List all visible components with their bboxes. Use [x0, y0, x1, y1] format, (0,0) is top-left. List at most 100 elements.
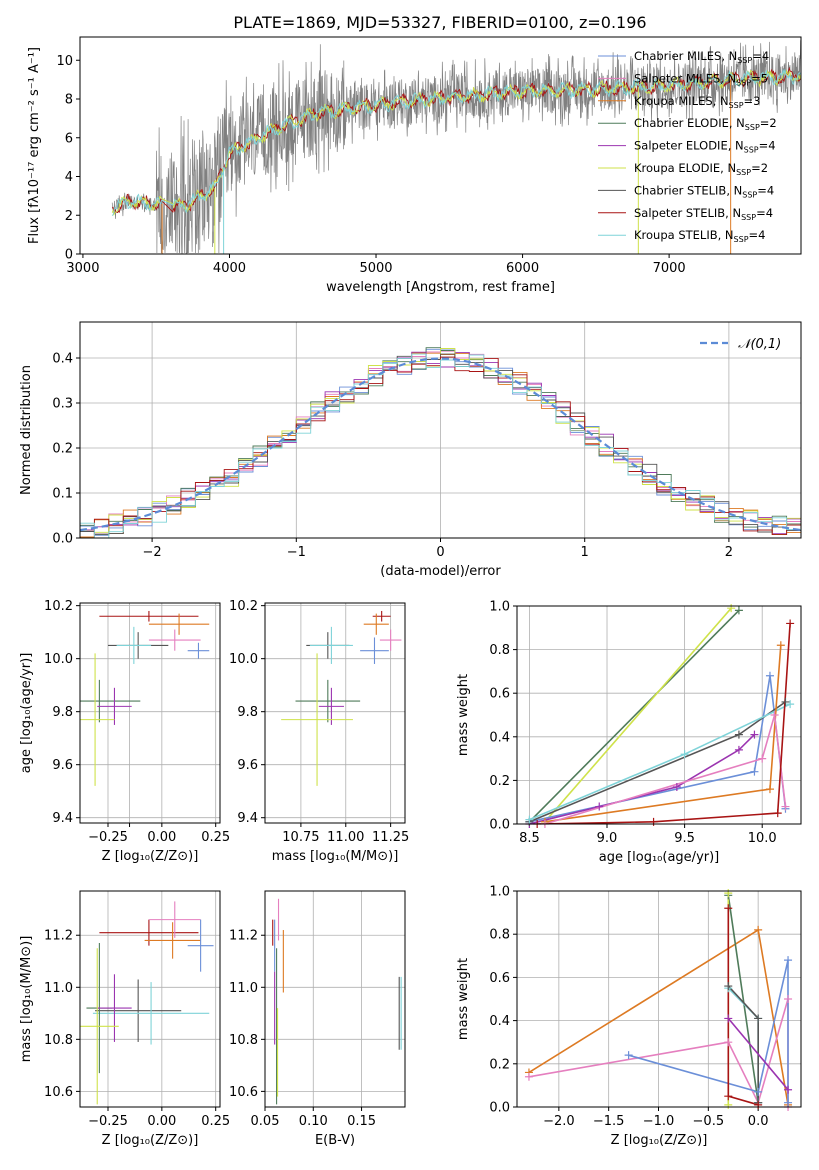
mass-vs-EBV-plot-area [265, 891, 405, 1107]
axes-frame [264, 602, 406, 824]
weight-marker [734, 606, 743, 615]
x-tick-label: −0.25 [88, 830, 128, 845]
y-tick-label: 10.2 [44, 599, 73, 614]
x-tick-label: 0.05 [251, 1114, 280, 1129]
x-axis-label: mass [log₁₀(M/M⊙)] [272, 849, 399, 864]
weight-marker [724, 904, 733, 913]
x-tick-label: 0.15 [347, 1114, 376, 1129]
x-tick-label: 9.5 [674, 831, 695, 846]
y-tick-label: 0.3 [52, 397, 73, 412]
y-tick-label: 9.6 [237, 758, 258, 773]
y-tick-label: 0.0 [489, 818, 510, 833]
axes-frame [516, 605, 802, 825]
x-tick-label: −2 [143, 545, 162, 560]
weight-line [544, 714, 787, 824]
weight-marker [781, 802, 790, 811]
weight-line [529, 675, 787, 823]
legend-label: Salpeter MILES, NSSP=5 [634, 71, 768, 87]
x-tick-label: −1 [287, 545, 306, 560]
weight-line [727, 895, 759, 1103]
x-tick-label: 6000 [506, 261, 539, 276]
y-tick-label: 0.6 [489, 687, 510, 702]
y-tick-label: 10.0 [229, 652, 258, 667]
y-axis-label: mass weight [456, 674, 471, 756]
x-tick-label: 5000 [359, 261, 392, 276]
y-tick-label: 10.0 [44, 652, 73, 667]
weight-marker [724, 1038, 733, 1047]
weight-marker [754, 1014, 763, 1023]
y-axis-label: mass weight [456, 958, 471, 1040]
x-tick-label: 0.0 [748, 1114, 769, 1129]
weight-line [528, 609, 740, 823]
weight-line [628, 959, 789, 1103]
weight-marker [680, 750, 689, 759]
legend-label: Salpeter ELODIE, NSSP=4 [634, 139, 776, 155]
y-tick-label: 8 [65, 93, 73, 108]
weight-marker [724, 982, 733, 991]
x-tick-label: −1.5 [593, 1114, 625, 1129]
y-tick-label: 10.8 [44, 1033, 73, 1048]
y-tick-label: 9.6 [52, 758, 73, 773]
x-tick-label: 0.00 [147, 830, 176, 845]
x-axis-label: (data-model)/error [380, 564, 501, 579]
y-tick-label: 0.4 [52, 352, 73, 367]
y-tick-label: 0 [65, 248, 73, 263]
age-vs-mass-plot-area [265, 603, 405, 823]
y-tick-label: 0.6 [489, 971, 510, 986]
y-tick-label: 1.0 [489, 885, 510, 900]
gaussian-curve [80, 357, 801, 532]
x-tick-label: 0.25 [201, 1114, 230, 1129]
x-tick-label: 10.0 [748, 831, 777, 846]
y-tick-label: 9.4 [237, 811, 258, 826]
weight-line [727, 1017, 789, 1091]
y-tick-label: 9.4 [52, 811, 73, 826]
weight-marker [724, 1014, 733, 1023]
y-tick-label: 10.2 [229, 599, 258, 614]
y-tick-label: 11.0 [44, 981, 73, 996]
axes-frame [516, 890, 802, 1108]
weight-marker [750, 730, 759, 739]
weight-marker [754, 925, 763, 934]
x-tick-label: 0.00 [147, 1114, 176, 1129]
x-tick-label: −2.0 [543, 1114, 575, 1129]
weight-marker [786, 700, 795, 709]
weight-marker [734, 745, 743, 754]
weight-marker [784, 956, 793, 965]
y-tick-label: 9.8 [52, 705, 73, 720]
x-tick-label: −0.5 [693, 1114, 725, 1129]
x-tick-label: 0.10 [299, 1114, 328, 1129]
weight-marker [524, 1072, 533, 1081]
y-tick-label: 0.4 [489, 730, 510, 745]
x-tick-label: 2 [725, 545, 733, 560]
weight-marker [750, 767, 759, 776]
y-tick-label: 11.2 [229, 929, 258, 944]
weight-marker [781, 697, 790, 706]
x-tick-label: 11.00 [327, 830, 364, 845]
y-axis-label: mass [log₁₀(M/M⊙)] [19, 936, 34, 1063]
weight-marker [754, 1087, 763, 1096]
weight-marker [765, 785, 774, 794]
x-tick-label: 1 [581, 545, 589, 560]
weight-marker [770, 711, 779, 719]
weight-line [544, 645, 782, 823]
weight-marker [784, 995, 793, 1003]
axes-frame [264, 890, 406, 1108]
y-tick-label: 9.8 [237, 705, 258, 720]
weight-marker [758, 754, 767, 763]
x-tick-label: 7000 [653, 261, 686, 276]
y-tick-label: 0.4 [489, 1014, 510, 1029]
x-tick-label: 3000 [66, 261, 99, 276]
x-tick-label: 8.5 [519, 831, 540, 846]
y-tick-label: 0.2 [489, 1057, 510, 1072]
x-axis-label: Z [log₁₀(Z/Z⊙)] [611, 1133, 708, 1148]
y-tick-label: 10.8 [229, 1033, 258, 1048]
spectrum-plot-area [111, 40, 801, 254]
weight-marker [595, 802, 604, 811]
axes-frame [79, 890, 221, 1108]
x-tick-label: −0.25 [88, 1114, 128, 1129]
legend-label: Chabrier ELODIE, NSSP=2 [634, 116, 777, 132]
x-tick-label: −1.0 [643, 1114, 675, 1129]
legend-label: 𝒩(0,1) [738, 337, 781, 352]
weight-marker [624, 1051, 633, 1060]
